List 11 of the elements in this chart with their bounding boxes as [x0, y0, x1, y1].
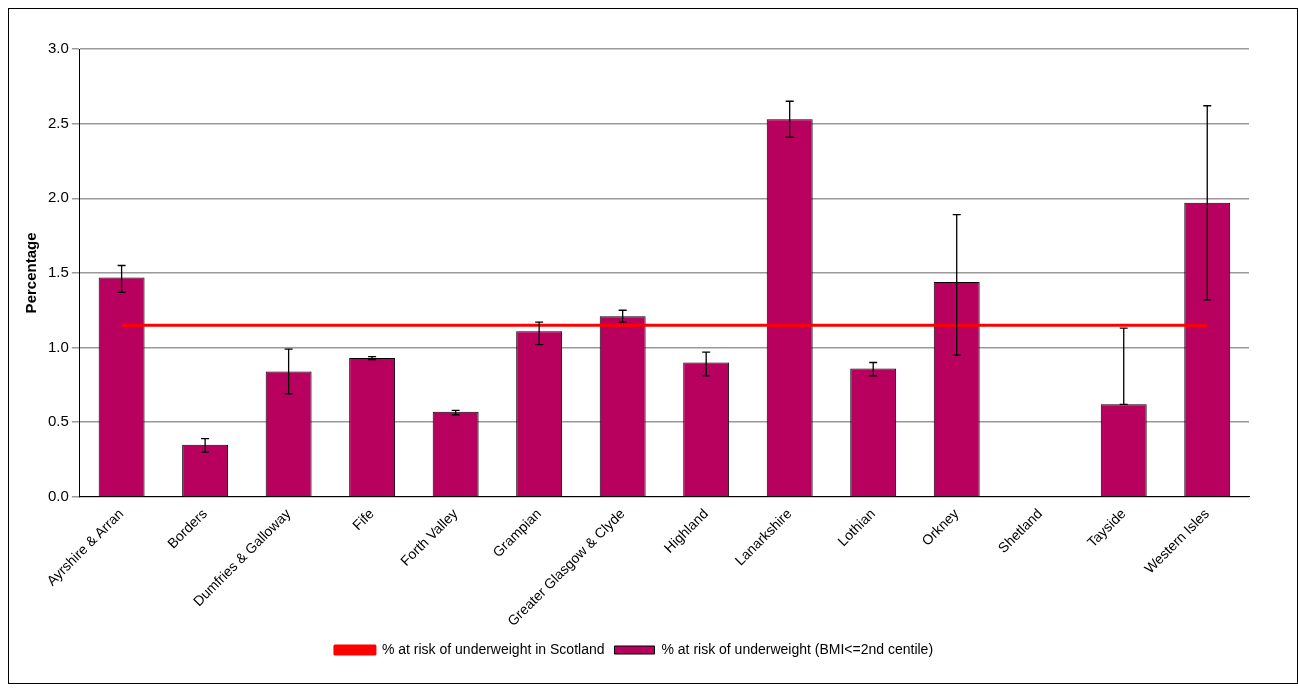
legend-label: % at risk of underweight in Scotland	[381, 640, 605, 657]
y-tick-label: 3.0	[47, 39, 69, 57]
y-tick-label: 1.0	[47, 337, 69, 355]
y-tick-label: 2.0	[47, 188, 69, 206]
y-tick-label: 1.5	[47, 263, 69, 281]
y-tick-label: 2.5	[47, 113, 69, 131]
y-tick-label: 0.5	[47, 412, 69, 430]
x-tick-label: Fife	[349, 505, 378, 534]
y-axis-title: Percentage	[22, 232, 40, 314]
legend-label: % at risk of underweight (BMI<=2nd centile)	[661, 640, 934, 657]
y-tick-label: 0.0	[47, 487, 69, 505]
